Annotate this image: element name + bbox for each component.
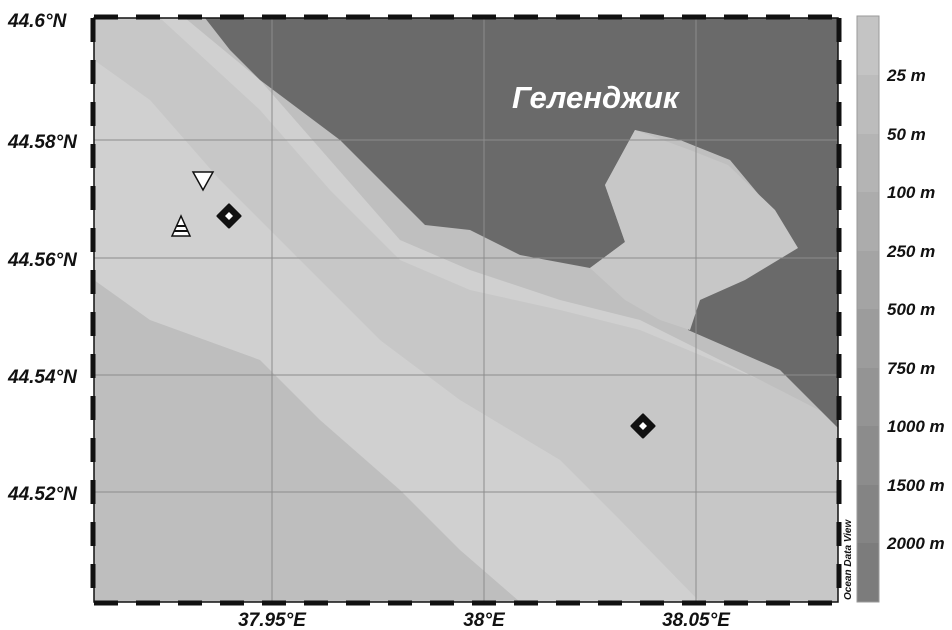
lon-label: 38.05°E — [662, 610, 731, 630]
depth-legend: 25 m 50 m 100 m 250 m 500 m 750 m 1000 m… — [856, 15, 945, 603]
lat-label: 44.6°N — [7, 11, 68, 32]
legend-band — [857, 16, 879, 75]
legend-band — [857, 368, 879, 426]
legend-label: 2000 m — [886, 534, 945, 553]
legend-label: 100 m — [887, 183, 935, 202]
legend-label: 25 m — [886, 66, 926, 85]
legend-band — [857, 309, 879, 368]
diamond-icon — [216, 203, 242, 229]
ocean-data-view-credit: Ocean Data View — [843, 519, 854, 600]
map-plot-area: Геленджик — [94, 18, 838, 602]
bay-water — [590, 130, 798, 330]
lat-label: 44.52°N — [7, 484, 78, 505]
legend-band — [857, 192, 879, 251]
longitude-labels: 37.95°E 38°E 38.05°E — [238, 610, 731, 630]
legend-label: 1500 m — [887, 476, 945, 495]
map-frame — [93, 17, 839, 603]
legend-band — [857, 485, 879, 543]
lat-label: 44.56°N — [7, 250, 78, 271]
legend-band — [857, 75, 879, 134]
graticule — [94, 18, 838, 602]
lat-label: 44.54°N — [7, 367, 78, 388]
depth-zone-deep-sw — [94, 280, 520, 602]
latitude-labels: 44.6°N 44.58°N 44.56°N 44.54°N 44.52°N — [7, 11, 78, 505]
striped-triangle-icon — [170, 214, 192, 237]
legend-label: 250 m — [886, 242, 935, 261]
legend-band — [857, 134, 879, 192]
legend-band — [857, 543, 879, 602]
legend-frame — [856, 15, 880, 603]
lon-label: 38°E — [463, 610, 506, 630]
place-label-gelendzhik: Геленджик — [512, 80, 680, 115]
station-markers — [170, 171, 656, 439]
lat-label: 44.58°N — [7, 132, 78, 153]
triangle-down-icon — [191, 171, 215, 192]
diamond-icon — [630, 413, 656, 439]
frame-dashes — [90, 14, 842, 606]
lon-label: 37.95°E — [238, 610, 307, 630]
legend-band — [857, 426, 879, 485]
legend-label: 750 m — [887, 359, 935, 378]
depth-zone-shelf-nw — [94, 18, 838, 602]
land-gelendzhik — [205, 18, 838, 428]
legend-label: 500 m — [887, 300, 935, 319]
legend-label: 50 m — [887, 125, 926, 144]
legend-label: 1000 m — [887, 417, 945, 436]
legend-band — [857, 251, 879, 309]
